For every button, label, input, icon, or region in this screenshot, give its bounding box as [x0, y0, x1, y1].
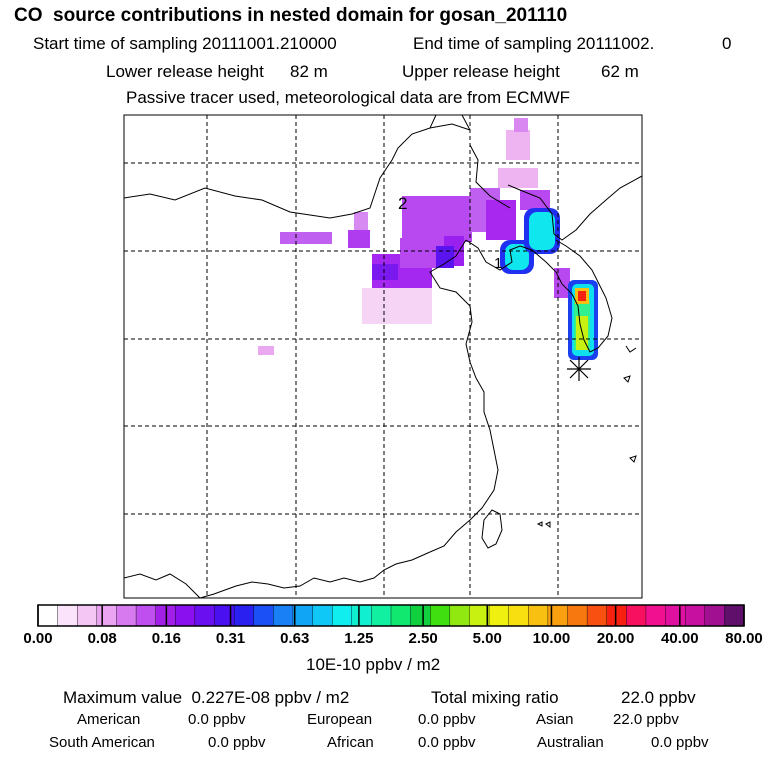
plume-patch: [362, 288, 432, 324]
colorbar-cell: [469, 604, 490, 627]
colorbar-cell: [351, 604, 372, 627]
colorbar-tick-label: 0.00: [23, 630, 53, 647]
colorbar-cell: [77, 604, 98, 627]
colorbar-cell: [331, 604, 353, 627]
colorbar-unit-label: 10E-10 ppbv / m2: [306, 655, 441, 674]
end-time-suffix: 0: [722, 34, 732, 53]
colorbar-cell: [488, 604, 510, 627]
colorbar-cell: [57, 604, 78, 627]
region-label-1: 1: [494, 255, 502, 272]
plume-patch: [372, 264, 398, 280]
american-label: American: [77, 711, 141, 728]
coastlines: [123, 114, 643, 599]
plume-patch: [354, 212, 368, 230]
lat-lon-grid: [124, 115, 642, 598]
colorbar-cell: [567, 604, 588, 627]
colorbar-tick-label: 10.00: [532, 630, 571, 647]
colorbar-cell: [312, 604, 333, 627]
plume-patch: [520, 190, 550, 210]
map-frame: [123, 114, 643, 599]
colorbar-cell: [116, 604, 137, 627]
max-value-label: Maximum value 0.227E-08 ppbv / m2: [63, 688, 350, 707]
south-american-label: South American: [49, 734, 155, 751]
colorbar-tick-label: 80.00: [725, 630, 763, 647]
colorbar-tick-label: 0.31: [215, 630, 246, 647]
plume-patch: [498, 168, 538, 188]
american-value: 0.0 ppbv: [188, 711, 246, 728]
colorbar-tick-label: 5.00: [472, 630, 502, 647]
colorbar-cell: [684, 604, 706, 627]
australian-label: Australian: [537, 734, 604, 751]
colorbar-cell: [704, 604, 725, 627]
plume-patch: [486, 200, 516, 240]
plume-patch: [348, 230, 370, 248]
colorbar-tick-label: 0.63: [280, 630, 310, 647]
colorbar-cell: [528, 604, 549, 627]
plume-patch: [402, 196, 472, 242]
colorbar-cell: [253, 604, 274, 627]
colorbar-cell: [606, 604, 627, 627]
colorbar-cell: [371, 604, 392, 627]
colorbar-cell: [135, 604, 157, 627]
colorbar-cell: [233, 604, 255, 627]
colorbar-cell: [175, 604, 196, 627]
colorbar-cell: [626, 604, 647, 627]
colorbar-cell: [390, 604, 412, 627]
plume-patch: [529, 212, 555, 250]
colorbar-tick-label: 1.25: [344, 630, 374, 647]
european-value: 0.0 ppbv: [418, 711, 476, 728]
asian-value: 22.0 ppbv: [613, 711, 679, 728]
colorbar-cell: [724, 604, 745, 627]
total-mixing-value: 22.0 ppbv: [621, 688, 696, 707]
plume-patch: [506, 130, 530, 160]
colorbar-tick-label: 0.16: [151, 630, 181, 647]
plume-patch: [578, 291, 586, 301]
australian-value: 0.0 ppbv: [651, 734, 709, 751]
colorbar-tick-label: 0.08: [87, 630, 117, 647]
colorbar-tick-label: 2.50: [408, 630, 438, 647]
colorbar-tick-label: 40.00: [661, 630, 699, 647]
upper-release-value: 62 m: [601, 62, 639, 81]
colorbar-cell: [665, 604, 686, 627]
colorbar-cell: [214, 604, 235, 627]
african-value: 0.0 ppbv: [418, 734, 476, 751]
region-label-2: 2: [398, 194, 407, 213]
receptor-asterisk-icon: [567, 357, 591, 381]
colorbar-cell: [37, 604, 59, 627]
colorbar-cell: [194, 604, 215, 627]
colorbar-cell: [586, 604, 608, 627]
colorbar-cell: [292, 604, 314, 627]
total-mixing-label: Total mixing ratio: [431, 688, 559, 707]
african-label: African: [327, 734, 374, 751]
colorbar-cell: [273, 604, 294, 627]
lower-release-value: 82 m: [290, 62, 328, 81]
colorbar-frame: [37, 604, 745, 627]
plume-patch: [258, 346, 274, 355]
upper-release-label: Upper release height: [402, 62, 560, 81]
south-american-value: 0.0 ppbv: [208, 734, 266, 751]
plume-patch: [514, 118, 528, 132]
tracer-info: Passive tracer used, meteorological data…: [126, 88, 571, 107]
colorbar-cell: [96, 604, 117, 627]
european-label: European: [307, 711, 373, 728]
lower-release-label: Lower release height: [106, 62, 264, 81]
plot-title: CO source contributions in nested domain…: [14, 5, 568, 26]
colorbar-cell: [449, 604, 470, 627]
colorbar-tick-label: 20.00: [596, 630, 635, 647]
colorbar-cell: [508, 604, 529, 627]
colorbar-cell: [430, 604, 451, 627]
colorbar-cell: [410, 604, 431, 627]
end-time-label: End time of sampling 20111002.: [413, 34, 655, 53]
start-time-label: Start time of sampling 20111001.210000: [33, 34, 337, 53]
colorbar-cell: [645, 604, 667, 627]
plume-patch: [280, 232, 332, 244]
asian-label: Asian: [536, 711, 574, 728]
